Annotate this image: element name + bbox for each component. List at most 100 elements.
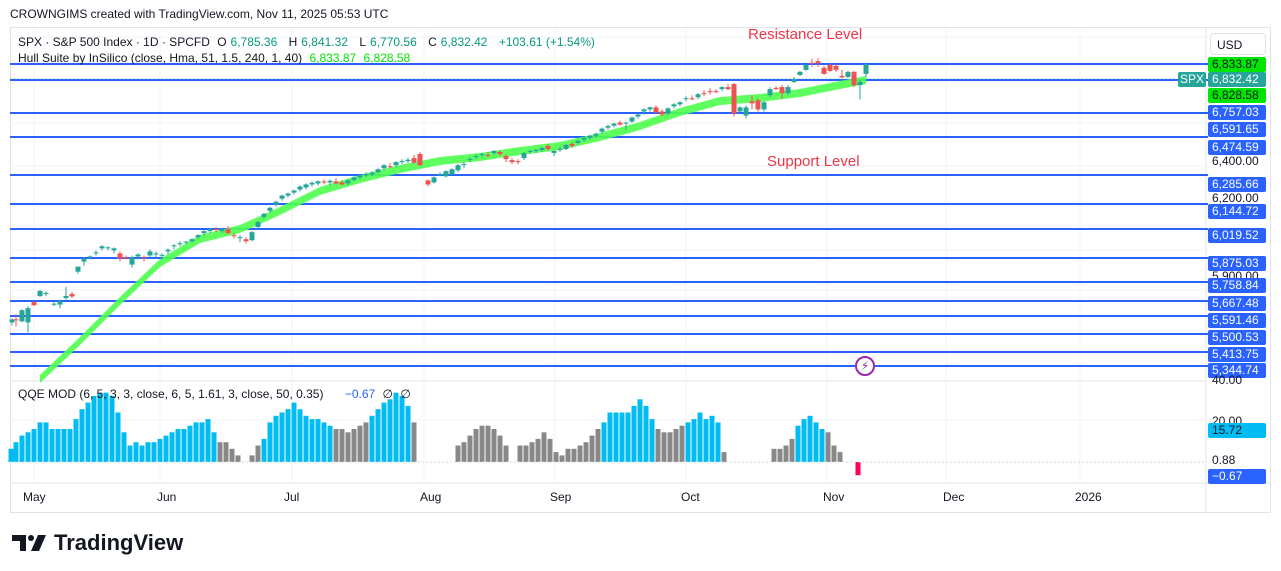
price-axis-label: 6,019.52 xyxy=(1208,228,1266,243)
qqe-bar xyxy=(309,419,315,462)
lightning-event-icon[interactable]: ⚡ xyxy=(855,356,875,376)
qqe-bar xyxy=(709,415,715,462)
time-axis-label: Jul xyxy=(284,490,300,504)
candle xyxy=(267,207,273,211)
candle xyxy=(219,229,225,232)
qqe-bar xyxy=(249,455,255,462)
qqe-bar xyxy=(795,425,801,462)
qqe-bar xyxy=(399,396,405,462)
candle xyxy=(749,101,755,104)
qqe-bar xyxy=(375,409,381,462)
price-axis-label: 5,875.03 xyxy=(1208,256,1266,271)
qqe-indicator-name[interactable]: QQE MOD (6, 5, 3, 3, close, 6, 5, 1.61, … xyxy=(18,387,324,401)
candle xyxy=(473,156,479,158)
qqe-bar xyxy=(661,432,667,462)
hull-indicator-name[interactable]: Hull Suite by InSilico (close, Hma, 51, … xyxy=(18,51,303,65)
qqe-bar xyxy=(643,405,649,462)
price-axis-label: 6,200.00 xyxy=(1212,191,1259,205)
candle xyxy=(31,302,37,306)
high-value: 6,841.32 xyxy=(301,35,348,49)
qqe-bar xyxy=(381,402,387,462)
qqe-bar xyxy=(199,422,205,462)
price-axis-label: 6,591.65 xyxy=(1208,122,1266,137)
candle xyxy=(755,100,761,110)
symbol-price-tag: SPX xyxy=(1178,72,1206,87)
qqe-bar xyxy=(267,422,273,462)
candle xyxy=(581,138,587,140)
candle xyxy=(497,152,503,155)
candle xyxy=(207,229,213,232)
candle xyxy=(69,293,75,297)
candle xyxy=(87,256,93,258)
candle xyxy=(19,310,25,322)
qqe-bar xyxy=(193,422,199,462)
candle xyxy=(701,93,707,95)
qqe-bar xyxy=(595,429,601,462)
low-value: 6,770.56 xyxy=(370,35,417,49)
symbol-info[interactable]: SPX · S&P 500 Index · 1D · SPCFD xyxy=(18,35,210,49)
candle xyxy=(593,133,599,136)
candle xyxy=(153,253,159,255)
candle xyxy=(327,180,333,183)
qqe-bar xyxy=(163,435,169,462)
price-axis-label: 5,667.48 xyxy=(1208,296,1266,311)
support-level-annotation: Support Level xyxy=(767,153,860,170)
candle xyxy=(135,254,141,257)
qqe-bar xyxy=(691,419,697,462)
candle xyxy=(695,94,701,98)
chart-frame xyxy=(10,27,1271,513)
qqe-bar xyxy=(541,432,547,462)
resistance-level-annotation: Resistance Level xyxy=(748,26,863,43)
candle xyxy=(285,193,291,196)
qqe-bar xyxy=(789,438,795,462)
qqe-bar xyxy=(619,412,625,462)
qqe-bar xyxy=(697,412,703,462)
candle xyxy=(761,102,767,110)
qqe-bar xyxy=(273,415,279,462)
candle xyxy=(25,308,31,323)
qqe-bar xyxy=(133,442,139,462)
qqe-bar xyxy=(115,412,121,462)
qqe-bar xyxy=(49,429,55,462)
currency-button[interactable]: USD xyxy=(1210,33,1266,55)
candle xyxy=(515,161,521,163)
qqe-bar xyxy=(25,432,31,462)
qqe-bar xyxy=(73,419,79,462)
price-axis-label: 5,758.84 xyxy=(1208,278,1266,293)
candle xyxy=(437,174,443,176)
candle xyxy=(425,180,431,185)
candle xyxy=(393,162,399,166)
candle xyxy=(333,181,339,184)
candle xyxy=(99,246,105,249)
candle xyxy=(225,229,231,234)
qqe-bar xyxy=(321,422,327,462)
qqe-bar xyxy=(139,445,145,462)
candle xyxy=(611,123,617,126)
candle xyxy=(123,257,129,259)
candle xyxy=(737,107,743,112)
qqe-bar xyxy=(837,452,843,462)
chart-credit: CROWNGIMS created with TradingView.com, … xyxy=(10,7,389,21)
candle xyxy=(797,71,803,75)
candle xyxy=(557,148,563,150)
candle xyxy=(689,98,695,100)
qqe-axis-label: 40.00 xyxy=(1212,373,1243,387)
time-axis-label: Nov xyxy=(823,490,845,504)
candle xyxy=(665,108,671,114)
qqe-bar xyxy=(303,415,309,462)
candle xyxy=(569,143,575,146)
candle xyxy=(671,104,677,107)
candle xyxy=(833,65,839,70)
price-axis-label: 6,285.66 xyxy=(1208,177,1266,192)
candle xyxy=(683,98,689,100)
change-value: +103.61 (+1.54%) xyxy=(498,35,595,49)
brand-name: TradingView xyxy=(54,530,184,555)
hull-legend: Hull Suite by InSilico (close, Hma, 51, … xyxy=(18,51,414,65)
candle xyxy=(9,319,15,323)
candle xyxy=(315,181,321,184)
qqe-bar xyxy=(351,429,357,462)
candle xyxy=(405,159,411,162)
qqe-bar xyxy=(503,445,509,462)
qqe-bar xyxy=(103,392,109,462)
